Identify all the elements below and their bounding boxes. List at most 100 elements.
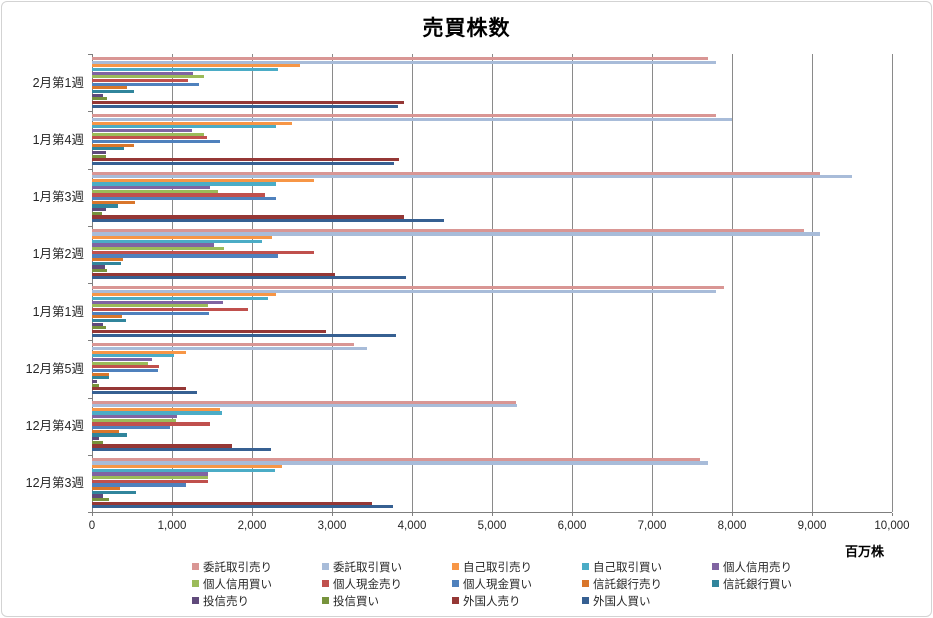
category-label: 12月第3週 xyxy=(25,476,84,491)
legend-label: 外国人売り xyxy=(463,595,521,608)
bar-個人信用買い xyxy=(92,304,208,308)
legend-item: 自己取引売り xyxy=(452,558,582,575)
bar-個人現金買い xyxy=(92,483,186,487)
legend-swatch xyxy=(322,597,329,604)
bar-投信売り xyxy=(92,93,104,97)
category-axis-tick xyxy=(88,397,92,399)
bar-委託取引売り xyxy=(92,114,716,118)
bar-投信買い xyxy=(92,383,100,387)
bar-外国人買い xyxy=(92,276,406,280)
bar-group xyxy=(92,398,892,455)
bar-自己取引買い xyxy=(92,125,276,129)
bar-投信売り xyxy=(92,494,104,498)
bar-個人現金売り xyxy=(92,250,314,254)
legend-label: 委託取引買い xyxy=(333,561,402,574)
bar-投信買い xyxy=(92,326,107,330)
value-axis-tick xyxy=(171,513,173,516)
bar-自己取引売り xyxy=(92,407,220,411)
bar-個人現金買い xyxy=(92,426,171,430)
legend-swatch xyxy=(452,597,459,604)
bar-個人信用買い xyxy=(92,418,176,422)
bar-自己取引売り xyxy=(92,178,314,182)
bar-外国人売り xyxy=(92,329,327,334)
gridline xyxy=(571,54,573,512)
bar-個人信用買い xyxy=(92,476,208,480)
bar-自己取引売り xyxy=(92,236,272,240)
bar-投信売り xyxy=(92,322,104,326)
legend-label: 個人現金買い xyxy=(463,578,532,591)
gridline xyxy=(411,54,413,512)
x-tick-label: 6,000 xyxy=(557,520,587,532)
bar-投信売り xyxy=(92,437,100,441)
legend-label: 自己取引買い xyxy=(593,561,662,574)
bar-個人信用売り xyxy=(92,357,152,362)
bar-信託銀行買い xyxy=(92,376,109,380)
bar-group xyxy=(92,169,892,226)
legend-label: 投信買い xyxy=(333,595,379,608)
bar-外国人買い xyxy=(92,219,444,223)
bar-group xyxy=(92,226,892,283)
bar-外国人売り xyxy=(92,387,187,391)
bar-投信買い xyxy=(92,498,109,502)
bar-投信買い xyxy=(92,211,103,215)
bar-投信買い xyxy=(92,269,108,273)
legend-item: 個人現金売り xyxy=(322,575,452,592)
legend-item: 個人現金買い xyxy=(452,575,582,592)
bar-個人信用売り xyxy=(92,186,211,190)
bar-個人現金買い xyxy=(92,254,279,258)
bar-委託取引売り xyxy=(92,343,354,347)
legend-label: 信託銀行売り xyxy=(593,578,662,591)
bar-group xyxy=(92,340,892,397)
category-label: 12月第5週 xyxy=(25,361,84,376)
bar-個人信用買い xyxy=(92,75,204,79)
category-axis-tick xyxy=(88,225,92,227)
legend-item: 委託取引買い xyxy=(322,558,452,575)
bar-外国人売り xyxy=(92,501,372,505)
bar-個人現金買い xyxy=(92,368,158,373)
legend-swatch xyxy=(452,580,459,587)
bar-個人信用買い xyxy=(92,361,148,365)
bar-個人現金買い xyxy=(92,197,276,201)
category-label: 12月第4週 xyxy=(25,419,84,434)
gridline xyxy=(251,54,253,512)
bar-外国人買い xyxy=(92,448,272,452)
category-axis-tick xyxy=(88,512,92,513)
legend-swatch xyxy=(322,563,329,570)
gridline xyxy=(651,54,653,512)
bar-個人現金売り xyxy=(92,479,208,483)
category-axis-tick xyxy=(88,168,92,170)
value-axis-tick xyxy=(251,513,253,516)
bar-外国人買い xyxy=(92,390,197,394)
legend-swatch xyxy=(712,580,719,587)
bar-自己取引買い xyxy=(92,296,268,301)
bar-信託銀行売り xyxy=(92,372,109,376)
legend-label: 信託銀行買い xyxy=(723,578,792,591)
legend-swatch xyxy=(582,597,589,604)
bar-委託取引買い xyxy=(92,289,716,293)
bar-自己取引売り xyxy=(92,465,283,469)
value-axis-tick xyxy=(811,513,813,516)
x-tick-label: 4,000 xyxy=(397,520,427,532)
category-label: 1月第3週 xyxy=(32,190,84,205)
legend-item: 外国人買い xyxy=(582,592,712,609)
gridline xyxy=(331,54,333,512)
plot-area xyxy=(91,54,893,513)
legend-label: 自己取引売り xyxy=(463,561,532,574)
bar-個人現金買い xyxy=(92,311,209,315)
bar-自己取引売り xyxy=(92,121,292,125)
bar-自己取引買い xyxy=(92,354,175,358)
bar-外国人売り xyxy=(92,272,336,276)
category-label: 2月第1週 xyxy=(32,75,84,90)
legend-swatch xyxy=(192,563,199,570)
legend-label: 個人信用売り xyxy=(723,561,792,574)
value-axis-tick xyxy=(91,513,93,516)
legend-swatch xyxy=(582,580,589,587)
legend-swatch xyxy=(452,563,459,570)
x-tick-label: 7,000 xyxy=(637,520,667,532)
bar-group xyxy=(92,455,892,512)
legend-item: 外国人売り xyxy=(452,592,582,609)
value-axis-tick xyxy=(731,513,733,516)
legend-label: 外国人買い xyxy=(593,595,651,608)
gridline xyxy=(491,54,493,512)
